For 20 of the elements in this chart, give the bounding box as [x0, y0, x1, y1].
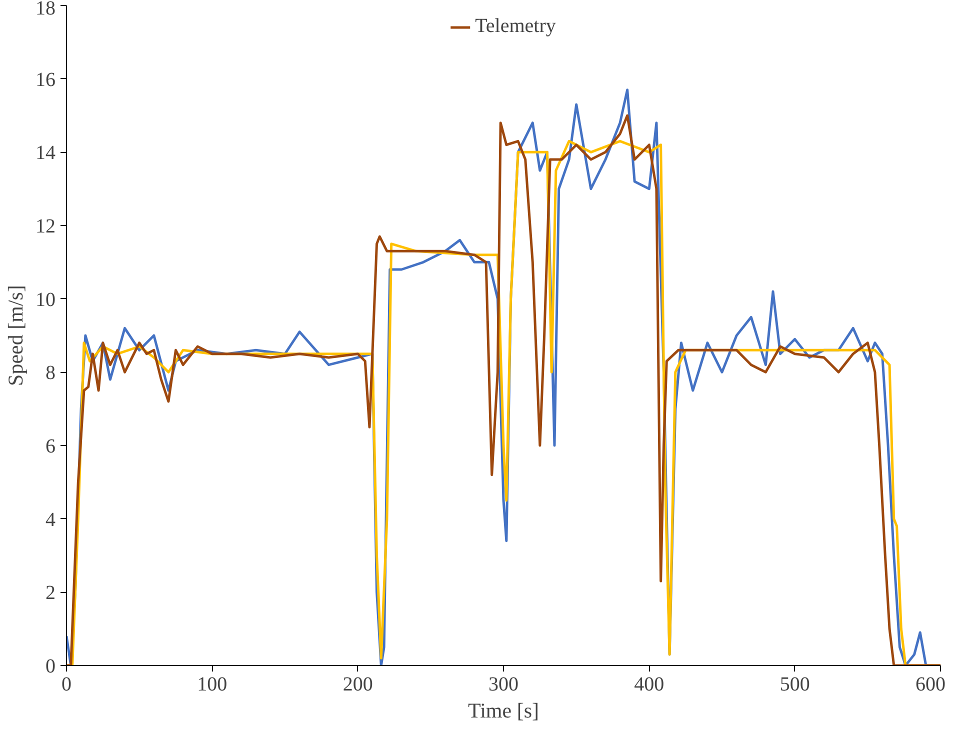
x-tick-label: 200 — [342, 674, 373, 696]
legend-label: Telemetry — [475, 15, 556, 38]
y-tick-label: 0 — [46, 656, 56, 678]
x-tick-label: 300 — [488, 674, 518, 696]
x-tick-label: 100 — [197, 674, 228, 696]
y-tick-label: 4 — [46, 508, 56, 531]
x-tick-label: 400 — [634, 674, 664, 696]
y-tick-label: 18 — [36, 0, 56, 20]
y-axis-title: Speed [m/s] — [4, 285, 28, 386]
y-tick-label: 16 — [36, 68, 56, 91]
y-tick-label: 6 — [46, 436, 56, 458]
y-tick-label: 10 — [36, 288, 56, 311]
y-tick-label: 12 — [36, 216, 56, 238]
x-tick-label: 500 — [780, 674, 810, 696]
y-tick-label: 8 — [46, 362, 56, 384]
x-tick-label: 0 — [62, 674, 72, 696]
x-axis-title: Time [s] — [468, 698, 540, 722]
x-tick-label: 600 — [916, 674, 946, 696]
y-tick-label: 14 — [36, 142, 56, 164]
y-tick-label: 2 — [46, 582, 56, 604]
